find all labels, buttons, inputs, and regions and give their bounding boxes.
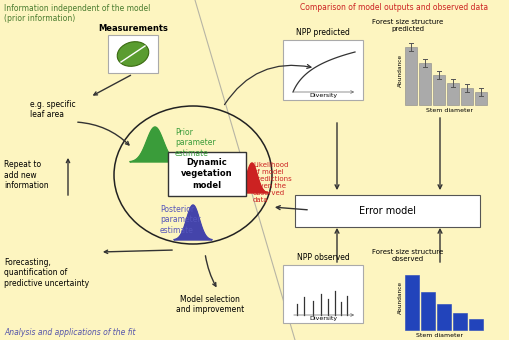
Bar	[404, 275, 418, 330]
Text: Repeat to
add new
information: Repeat to add new information	[4, 160, 48, 190]
Bar	[446, 83, 458, 105]
Bar	[108, 35, 158, 73]
Text: Forecasting,
quantification of
predictive uncertainty: Forecasting, quantification of predictiv…	[4, 258, 89, 288]
Text: Abundance: Abundance	[397, 281, 402, 314]
Bar	[432, 75, 444, 105]
Text: Comparison of model outputs and observed data: Comparison of model outputs and observed…	[299, 3, 487, 12]
Text: Forest size structure
predicted: Forest size structure predicted	[372, 19, 443, 32]
Bar	[420, 292, 434, 330]
Text: Stem diameter: Stem diameter	[426, 108, 472, 113]
Text: Error model: Error model	[358, 206, 415, 216]
Bar	[282, 40, 362, 100]
Bar	[404, 47, 416, 105]
Text: Information independent of the model
(prior information): Information independent of the model (pr…	[4, 4, 150, 23]
Text: Posterior
parameter
estimate: Posterior parameter estimate	[160, 205, 200, 235]
Text: Prior
parameter
estimate: Prior parameter estimate	[175, 128, 215, 158]
Bar	[468, 319, 482, 330]
Text: Forest size structure
observed: Forest size structure observed	[372, 249, 443, 262]
Text: NPP predicted: NPP predicted	[296, 28, 349, 37]
Text: Analysis and applications of the fit: Analysis and applications of the fit	[4, 328, 135, 337]
Text: Likelihood
of model
predictions
given the
observed
data: Likelihood of model predictions given th…	[252, 162, 291, 203]
Bar	[474, 92, 486, 105]
Text: Stem diameter: Stem diameter	[416, 333, 463, 338]
Text: Diversity: Diversity	[308, 93, 336, 98]
Bar	[282, 265, 362, 323]
Bar	[460, 88, 472, 105]
Bar	[418, 63, 430, 105]
Polygon shape	[174, 205, 212, 240]
Polygon shape	[236, 163, 267, 193]
Ellipse shape	[117, 42, 149, 66]
Text: e.g. specific
leaf area: e.g. specific leaf area	[30, 100, 75, 119]
Polygon shape	[130, 127, 180, 162]
Text: NPP observed: NPP observed	[296, 253, 349, 262]
Bar	[167, 152, 245, 196]
Text: Dynamic
vegetation
model: Dynamic vegetation model	[181, 158, 232, 190]
Text: Diversity: Diversity	[308, 316, 336, 321]
Text: Measurements: Measurements	[98, 24, 167, 33]
Bar	[294, 195, 479, 227]
Bar	[436, 304, 450, 330]
Text: Abundance: Abundance	[397, 53, 402, 87]
Bar	[452, 313, 466, 330]
Text: Model selection
and improvement: Model selection and improvement	[176, 295, 244, 314]
